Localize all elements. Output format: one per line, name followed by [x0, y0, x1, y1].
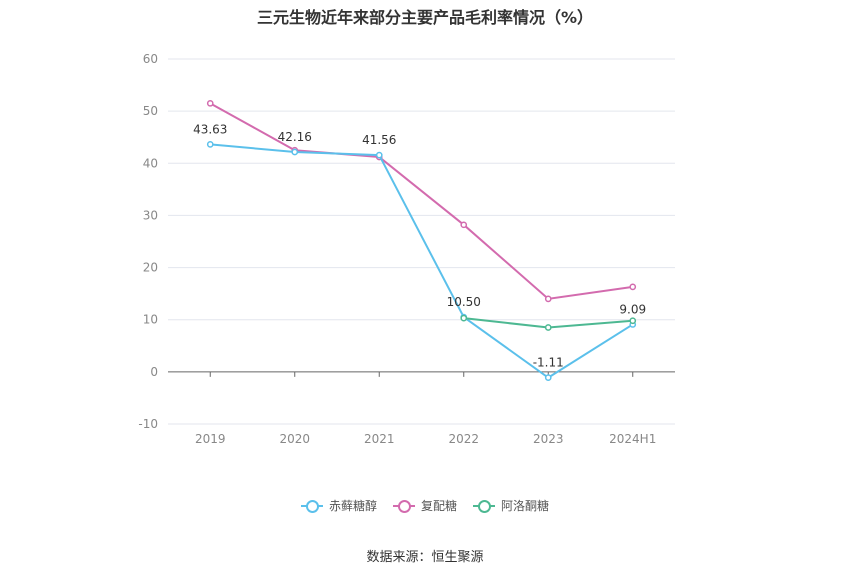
series-line: [209, 102, 633, 300]
data-point: [460, 221, 468, 229]
data-label: 43.63: [193, 122, 227, 136]
y-tick-label: 60: [143, 52, 158, 66]
y-tick-label: 50: [143, 104, 158, 118]
data-point: [544, 324, 552, 331]
y-tick-label: 20: [143, 261, 158, 275]
y-tick-label: 10: [143, 313, 158, 327]
y-tick-label: -10: [138, 417, 158, 431]
data-point: [629, 317, 637, 325]
legend-swatch: [473, 499, 495, 513]
legend-label: 阿洛酮糖: [501, 499, 550, 513]
x-tick-label: 2023: [533, 432, 564, 446]
data-point: [460, 314, 468, 322]
x-tick-label: 2024H1: [609, 432, 656, 446]
data-label: 41.56: [362, 133, 396, 147]
legend-item[interactable]: 阿洛酮糖: [473, 497, 549, 514]
x-tick-label: 2021: [364, 432, 395, 446]
data-point: [206, 141, 214, 148]
legend-swatch: [300, 499, 323, 513]
data-point: [544, 295, 552, 303]
legend-label: 赤藓糖醇: [328, 499, 377, 513]
x-tick-label: 2022: [448, 432, 479, 446]
legend-item[interactable]: 复配糖: [392, 497, 457, 514]
y-tick-label: 40: [143, 156, 158, 170]
data-label: -1.11: [533, 356, 564, 370]
data-point: [629, 283, 637, 291]
legend-item[interactable]: 赤藓糖醇: [300, 497, 377, 514]
data-label: 9.09: [619, 302, 646, 316]
data-point: [291, 148, 299, 156]
data-point: [206, 99, 214, 107]
data-label: 10.50: [447, 295, 481, 309]
series-line: [210, 143, 634, 379]
legend: 赤藓糖醇 复配糖 阿洛酮糖: [0, 497, 850, 514]
y-tick-label: 30: [143, 208, 158, 222]
legend-label: 复配糖: [420, 499, 457, 513]
y-tick-label: 0: [150, 365, 158, 379]
chart-title: 三元生物近年来部分主要产品毛利率情况（%）: [256, 8, 594, 27]
data-label: 42.16: [278, 130, 312, 144]
data-point: [544, 374, 552, 381]
data-source: 数据来源：恒生聚源: [366, 550, 484, 565]
data-point: [375, 151, 383, 159]
legend-swatch: [392, 499, 415, 513]
x-tick-label: 2020: [279, 432, 310, 446]
x-tick-label: 2019: [195, 432, 226, 446]
